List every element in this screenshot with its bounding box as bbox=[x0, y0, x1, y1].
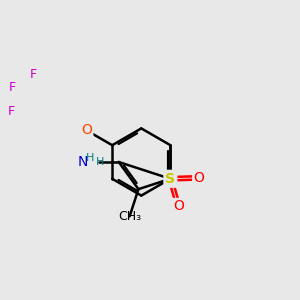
Text: O: O bbox=[81, 123, 92, 137]
Text: H: H bbox=[86, 153, 94, 163]
Text: F: F bbox=[30, 68, 37, 81]
Text: O: O bbox=[194, 171, 204, 185]
Text: N: N bbox=[78, 155, 88, 169]
Text: H: H bbox=[96, 157, 104, 167]
Text: F: F bbox=[9, 81, 16, 94]
Text: CH₃: CH₃ bbox=[118, 210, 141, 223]
Text: S: S bbox=[165, 172, 176, 186]
Text: F: F bbox=[8, 105, 15, 119]
Text: O: O bbox=[173, 199, 184, 213]
